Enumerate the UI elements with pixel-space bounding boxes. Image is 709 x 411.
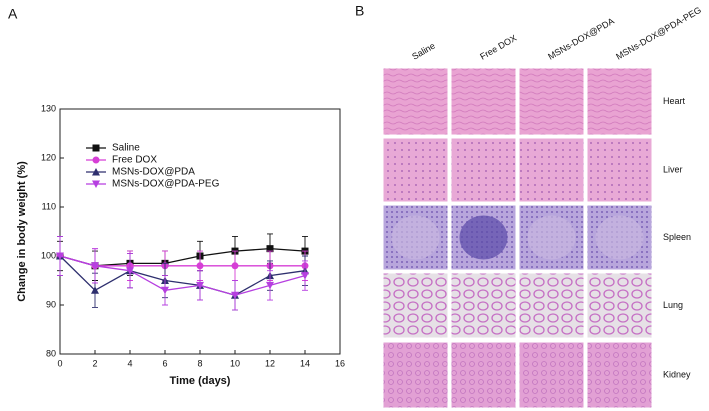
histology-image xyxy=(450,67,517,136)
y-tick-label: 120 xyxy=(41,152,56,162)
marker xyxy=(92,156,100,164)
histology-image xyxy=(586,67,653,136)
marker xyxy=(92,168,100,176)
histology-image xyxy=(450,341,517,409)
histology-image xyxy=(586,341,653,409)
x-tick-label: 0 xyxy=(57,358,62,368)
panel-label: A xyxy=(8,6,18,22)
x-tick-label: 16 xyxy=(335,358,345,368)
marker xyxy=(231,262,239,270)
row-label: Heart xyxy=(663,96,686,106)
marker xyxy=(91,286,99,294)
row-label: Lung xyxy=(663,300,683,310)
histology-image xyxy=(450,137,517,203)
marker xyxy=(266,281,274,290)
x-tick-label: 10 xyxy=(230,358,240,368)
legend-label: MSNs-DOX@PDA xyxy=(112,167,195,178)
marker xyxy=(92,144,100,152)
histology-image xyxy=(450,272,517,339)
column-label: Saline xyxy=(410,41,437,62)
tissue-feature xyxy=(527,215,576,260)
histology-image xyxy=(586,137,653,203)
legend-label: Free DOX xyxy=(112,155,157,166)
marker xyxy=(56,252,64,260)
y-tick-label: 100 xyxy=(41,250,56,260)
y-tick-label: 80 xyxy=(46,348,56,358)
marker xyxy=(231,291,239,300)
x-axis-title: Time (days) xyxy=(170,375,231,387)
series-line xyxy=(59,255,306,296)
tissue-feature xyxy=(459,215,508,260)
x-tick-label: 6 xyxy=(162,358,167,368)
marker xyxy=(92,180,100,188)
x-tick-label: 12 xyxy=(265,358,275,368)
legend-label: Saline xyxy=(112,143,140,154)
marker xyxy=(266,245,274,253)
x-tick-label: 4 xyxy=(127,358,132,368)
legend-label: MSNs-DOX@PDA-PEG xyxy=(112,179,220,190)
histology-image xyxy=(518,341,585,409)
marker xyxy=(161,286,169,295)
y-tick-label: 90 xyxy=(46,299,56,309)
row-label: Kidney xyxy=(663,369,691,379)
marker xyxy=(301,272,309,280)
column-label: Free DOX xyxy=(478,33,518,62)
x-tick-label: 8 xyxy=(197,358,202,368)
histology-image xyxy=(518,272,585,339)
x-tick-label: 2 xyxy=(92,358,97,368)
marker xyxy=(196,262,204,270)
row-label: Spleen xyxy=(663,232,691,242)
y-tick-label: 110 xyxy=(42,201,56,211)
series-line xyxy=(59,255,306,296)
marker xyxy=(91,262,99,270)
histology-image xyxy=(382,67,449,136)
tissue-feature xyxy=(391,215,440,260)
marker xyxy=(196,281,204,290)
histology-image xyxy=(518,67,585,136)
histology-image xyxy=(382,272,449,339)
histology-image xyxy=(586,272,653,339)
marker xyxy=(126,267,134,275)
plot-frame xyxy=(59,108,341,355)
y-axis-title: Change in body weight (%) xyxy=(16,161,28,302)
histology-image xyxy=(382,137,449,203)
tissue-feature xyxy=(595,215,644,260)
y-tick-label: 130 xyxy=(41,103,56,113)
column-label: MSNs-DOX@PDA-PEG xyxy=(614,5,703,62)
histology-image xyxy=(382,341,449,409)
series-line xyxy=(59,255,305,267)
histology-image xyxy=(518,137,585,203)
row-label: Liver xyxy=(663,164,683,174)
panel-label: B xyxy=(355,3,364,19)
column-label: MSNs-DOX@PDA xyxy=(546,16,616,62)
x-tick-label: 14 xyxy=(300,358,310,368)
